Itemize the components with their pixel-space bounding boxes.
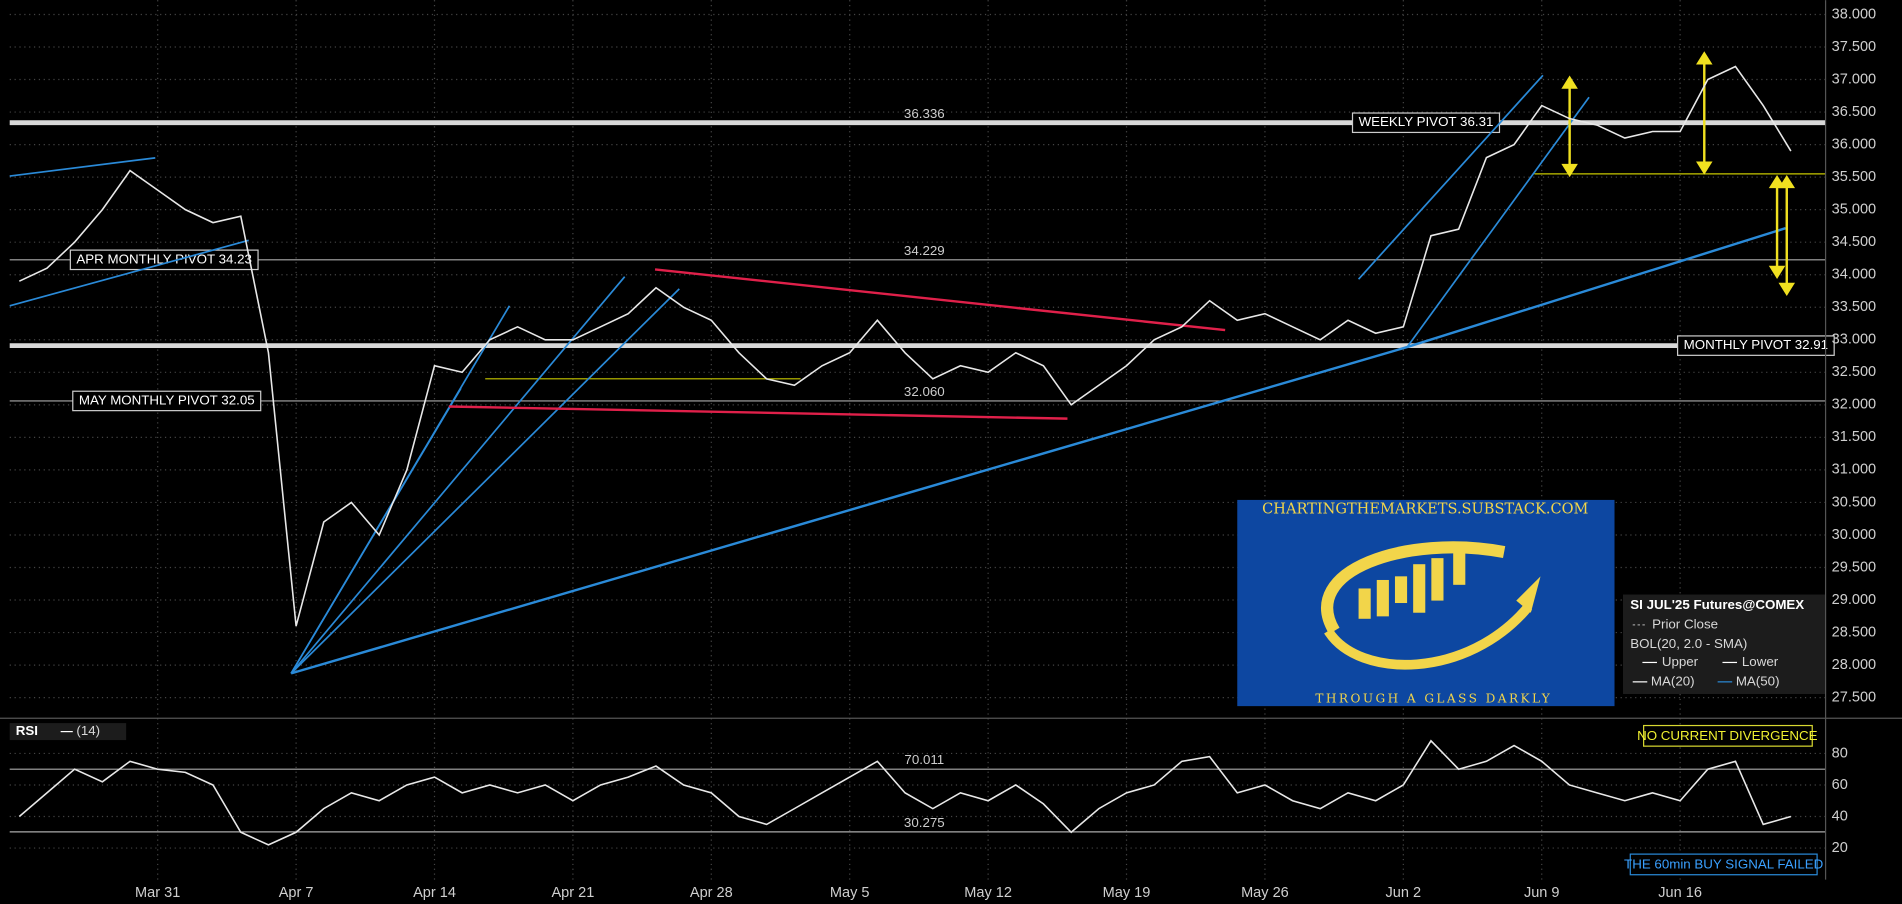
rsi-title: RSI (16, 723, 38, 738)
x-tick-label: Jun 9 (1524, 885, 1560, 901)
annotation: NO CURRENT DIVERGENCE (1637, 728, 1818, 743)
y-tick-label: 32.500 (1832, 364, 1877, 380)
level-label: 70.011 (904, 752, 944, 767)
y-tick-label: 35.000 (1832, 201, 1877, 217)
legend-entry: Upper (1662, 654, 1699, 669)
legend: SI JUL'25 Futures@COMEX Prior Close BOL(… (1623, 594, 1826, 694)
x-tick-label: May 19 (1103, 885, 1151, 901)
trend-lines (9, 74, 1786, 675)
annotation-box (1643, 724, 1813, 747)
level-label: 30.275 (904, 815, 945, 830)
legend-entry: MA(50) (1736, 673, 1780, 688)
y-tick-label: 38.000 (1832, 6, 1877, 22)
pivot-label-box (1676, 335, 1835, 356)
logo-subtitle: THROUGH A GLASS DARKLY (1315, 691, 1552, 705)
x-tick-label: Apr 21 (551, 885, 594, 901)
y-tick-label: 28.000 (1832, 657, 1877, 673)
x-tick-label: Mar 31 (135, 885, 180, 901)
y-tick-label: 31.000 (1832, 462, 1877, 478)
pivot-label: MONTHLY PIVOT 32.91 (1684, 337, 1828, 352)
y-tick-label: 33.500 (1832, 299, 1877, 315)
y-tick-label: 80 (1832, 745, 1848, 761)
x-tick-label: Jun 2 (1386, 885, 1422, 901)
marks (18, 65, 1792, 846)
logo: CHARTINGTHEMARKETS.SUBSTACK.COM THROUGH … (1237, 499, 1615, 707)
level-label: 32.060 (904, 384, 945, 399)
y-tick-label: 37.000 (1832, 71, 1877, 87)
y-tick-label: 34.000 (1832, 267, 1877, 283)
level-label: 34.229 (904, 243, 945, 258)
y-tick-label: 29.500 (1832, 559, 1877, 575)
y-tick-label: 32.000 (1832, 397, 1877, 413)
y-tick-label: 31.500 (1832, 429, 1877, 445)
y-tick-label: 30.000 (1832, 527, 1877, 543)
y-tick-label: 34.500 (1832, 234, 1877, 250)
pivot-label-box (69, 249, 259, 271)
x-tick-label: May 12 (964, 885, 1012, 901)
x-tick-label: Apr 7 (279, 885, 314, 901)
annotation: THE 60min BUY SIGNAL FAILED (1624, 857, 1823, 872)
y-tick-label: 40 (1832, 808, 1848, 824)
pivot-label: APR MONTHLY PIVOT 34.23 (76, 251, 252, 266)
y-tick-label: 28.500 (1832, 624, 1877, 640)
y-tick-label: 35.500 (1832, 169, 1877, 185)
legend-entry: MA(20) (1651, 673, 1695, 688)
x-tick-label: Jun 16 (1658, 885, 1702, 901)
rsi-period: (14) (76, 723, 100, 738)
y-tick-label: 29.000 (1832, 592, 1877, 608)
price-line (18, 739, 1792, 846)
y-tick-label: 36.000 (1832, 136, 1877, 152)
logo-title: CHARTINGTHEMARKETS.SUBSTACK.COM (1262, 501, 1588, 518)
y-tick-label: 20 (1832, 840, 1848, 856)
grid (9, 0, 1826, 880)
y-tick-label: 27.500 (1832, 689, 1877, 705)
y-tick-label: 60 (1832, 777, 1848, 793)
x-tick-label: Apr 28 (690, 885, 733, 901)
pivot-label: WEEKLY PIVOT 36.31 (1359, 114, 1494, 129)
annotation-box (1629, 853, 1818, 876)
x-tick-label: May 5 (830, 885, 870, 901)
legend-entry: Lower (1742, 654, 1779, 669)
y-tick-label: 37.500 (1832, 39, 1877, 55)
x-tick-label: Apr 14 (413, 885, 456, 901)
y-tick-label: 30.500 (1832, 494, 1877, 510)
legend-entry: Prior Close (1652, 616, 1718, 631)
pivot-label: MAY MONTHLY PIVOT 32.05 (79, 392, 255, 407)
arrows (1561, 51, 1796, 296)
pivot-label-box (72, 390, 262, 412)
y-tick-label: 36.500 (1832, 104, 1877, 120)
legend-entry: BOL(20, 2.0 - SMA) (1630, 636, 1747, 651)
x-tick-label: May 26 (1241, 885, 1289, 901)
legend-title: SI JUL'25 Futures@COMEX (1630, 597, 1804, 612)
price-line (18, 65, 1792, 627)
level-label: 36.336 (904, 106, 945, 121)
levels: 36.336 WEEKLY PIVOT 36.31 34.229 APR MONTHL… (9, 106, 1835, 833)
y-tick-label: 33.000 (1832, 332, 1877, 348)
